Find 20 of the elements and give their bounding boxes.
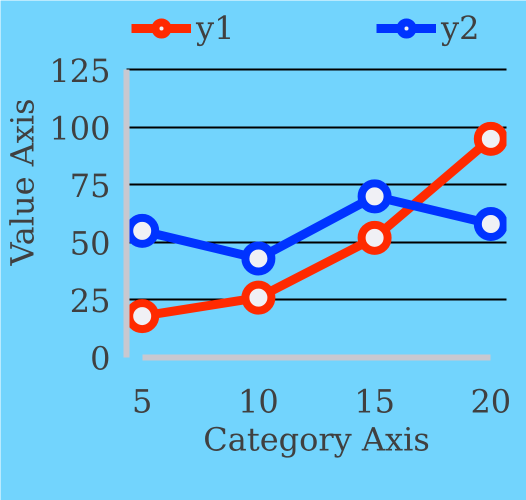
point xyxy=(358,220,392,255)
point xyxy=(474,207,506,241)
point xyxy=(241,242,276,276)
legend-label: y2 xyxy=(441,8,480,49)
y-axis-title: Value Axis xyxy=(3,98,42,267)
y-tick-label: 100 xyxy=(49,109,110,148)
x-tick-label: 20 xyxy=(470,382,512,420)
point xyxy=(474,122,506,156)
y-tick-label: 0 xyxy=(90,340,110,378)
x-tick-label: 5 xyxy=(132,382,152,420)
y-tick-label: 25 xyxy=(70,282,110,320)
x-axis-title: Category Axis xyxy=(203,420,430,458)
point xyxy=(358,179,392,214)
x-tick-label: 10 xyxy=(238,382,279,420)
y-tick-label: 125 xyxy=(49,52,110,90)
y-tick-label: 75 xyxy=(70,166,110,205)
point xyxy=(241,280,276,315)
x-tick-label: 15 xyxy=(354,382,395,420)
legend-label: y1 xyxy=(196,8,236,49)
y-tick-label: 50 xyxy=(70,224,110,262)
